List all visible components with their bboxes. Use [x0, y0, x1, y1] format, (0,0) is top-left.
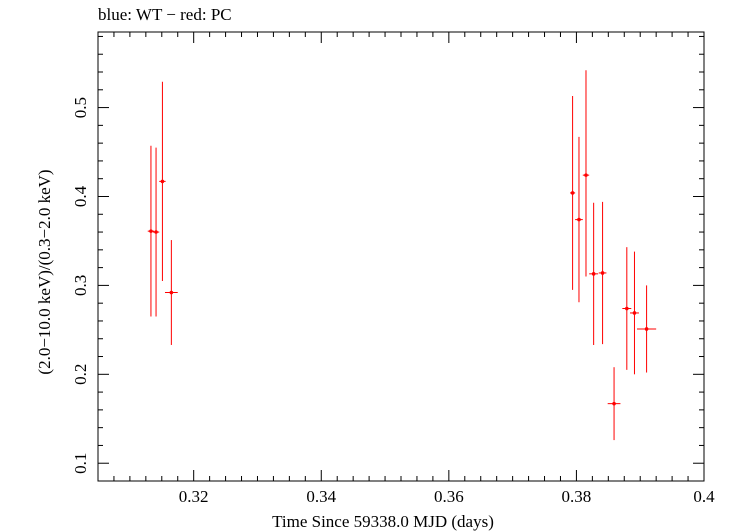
y-tick-label: 0.5 — [71, 97, 90, 118]
y-tick-label: 0.3 — [71, 275, 90, 296]
x-tick-label: 0.4 — [693, 487, 715, 506]
data-points — [147, 70, 657, 441]
y-tick-label: 0.1 — [71, 453, 90, 474]
data-point — [598, 201, 607, 345]
x-tick-label: 0.34 — [306, 487, 336, 506]
x-tick-label: 0.36 — [434, 487, 464, 506]
point-marker — [644, 327, 649, 331]
point-marker — [160, 179, 165, 184]
y-tick-label: 0.4 — [71, 185, 90, 207]
plot-frame — [97, 31, 705, 482]
point-marker — [577, 217, 581, 222]
data-point — [582, 70, 590, 277]
chart-title: blue: WT − red: PC — [98, 5, 232, 24]
data-point — [589, 202, 599, 345]
data-point — [637, 285, 657, 373]
x-tick-label: 0.32 — [179, 487, 209, 506]
data-point — [159, 81, 166, 281]
point-marker — [612, 401, 616, 406]
point-marker — [584, 173, 588, 177]
point-marker — [149, 229, 153, 233]
data-point — [622, 247, 632, 370]
point-marker — [600, 271, 605, 275]
data-point — [152, 147, 160, 317]
data-point — [607, 367, 621, 441]
data-point — [147, 145, 155, 317]
point-marker — [570, 191, 575, 195]
data-point — [164, 240, 178, 345]
data-point — [630, 251, 639, 375]
y-tick-label: 0.2 — [71, 364, 90, 385]
y-axis-label: (2.0−10.0 keV)/(0.3−2.0 keV) — [35, 169, 54, 374]
point-marker — [169, 290, 174, 295]
axis-ticks — [97, 32, 705, 482]
point-marker — [154, 230, 158, 234]
point-marker — [625, 306, 629, 311]
point-marker — [632, 311, 637, 315]
x-tick-label: 0.38 — [562, 487, 592, 506]
axis-tick-labels: 0.32 0.34 0.36 0.38 0.4 0.1 0.2 0.3 0.4 0.5 — [71, 97, 715, 506]
data-point — [570, 96, 576, 290]
x-axis-label: Time Since 59338.0 MJD (days) — [272, 512, 494, 531]
point-marker — [591, 272, 596, 276]
data-point — [575, 136, 583, 303]
